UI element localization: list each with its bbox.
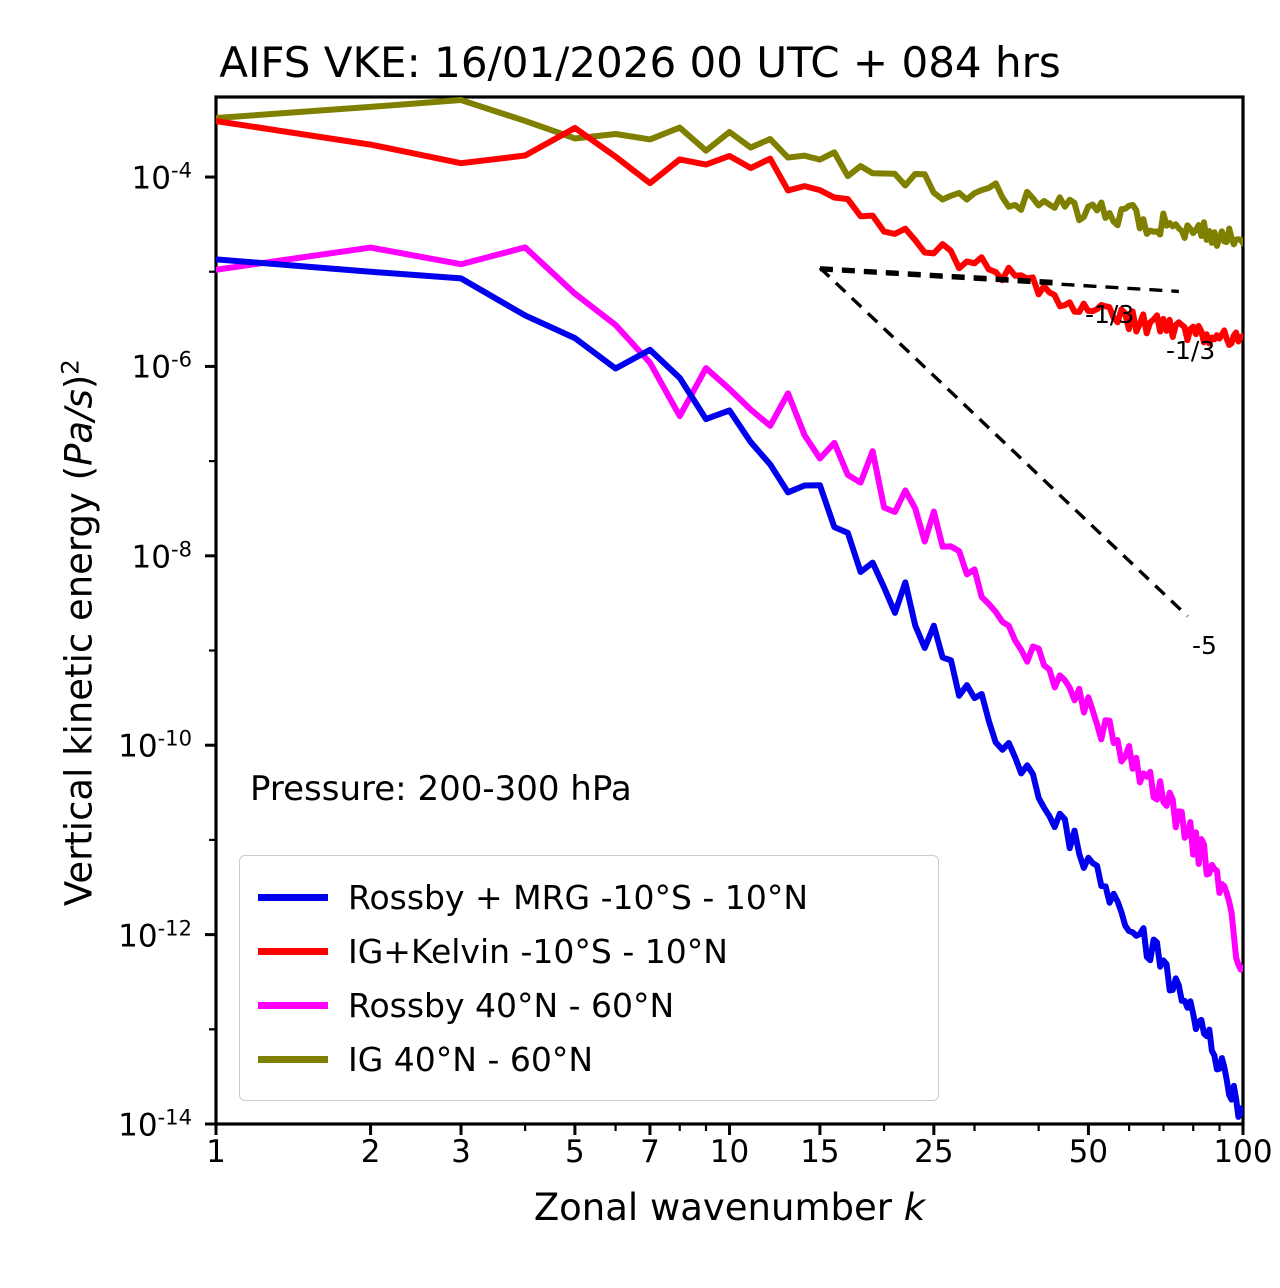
- x-tick-label: 50: [1068, 1134, 1109, 1170]
- slope-label-minus-five: -5: [1192, 631, 1217, 660]
- pressure-annotation: Pressure: 200-300 hPa: [250, 769, 632, 809]
- legend-color-swatch: [258, 893, 328, 901]
- chart-title: AIFS VKE: 16/01/2026 00 UTC + 084 hrs: [219, 38, 1061, 87]
- legend-item[interactable]: Rossby + MRG -10°S - 10°N: [258, 870, 918, 924]
- x-tick-label: 100: [1213, 1134, 1273, 1170]
- x-tick-label: 7: [640, 1134, 660, 1170]
- legend-item-label: IG+Kelvin -10°S - 10°N: [348, 931, 728, 971]
- legend-color-swatch: [258, 1001, 328, 1009]
- reference-slope-line: [819, 266, 1061, 284]
- y-tick-label: 10-6: [131, 346, 192, 387]
- y-tick-label: 10-14: [118, 1104, 192, 1144]
- x-tick-label: 15: [800, 1134, 840, 1170]
- legend-item-label: Rossby + MRG -10°S - 10°N: [348, 877, 809, 917]
- legend-color-swatch: [258, 1055, 328, 1063]
- series-line: [216, 244, 1243, 973]
- chart-legend: Rossby + MRG -10°S - 10°N IG+Kelvin -10°S…: [239, 855, 939, 1101]
- y-tick-label: 10-12: [118, 914, 192, 955]
- series-line: [216, 118, 1243, 348]
- legend-item[interactable]: IG+Kelvin -10°S - 10°N: [258, 924, 918, 978]
- legend-color-swatch: [258, 947, 328, 955]
- x-tick-label: 1: [206, 1134, 226, 1170]
- slope-label-lower-one-third: -1/3: [1166, 336, 1216, 365]
- y-tick-label: 10-8: [131, 536, 192, 576]
- x-tick-label: 2: [360, 1134, 381, 1170]
- reference-slope-line: [819, 268, 1179, 294]
- series-line: [216, 256, 1243, 1120]
- series-line: [216, 97, 1243, 249]
- y-tick-label: 10-4: [131, 157, 192, 197]
- x-tick-label: 3: [451, 1134, 471, 1170]
- x-tick-label: 5: [565, 1134, 585, 1170]
- x-tick-label: 10: [709, 1134, 750, 1170]
- y-tick-label: 10-10: [118, 725, 192, 765]
- slope-label-upper-one-third: -1/3: [1085, 300, 1135, 329]
- legend-item[interactable]: IG 40°N - 60°N: [258, 1032, 918, 1086]
- x-tick-label: 25: [914, 1134, 954, 1170]
- legend-item[interactable]: Rossby 40°N - 60°N: [258, 978, 918, 1032]
- x-axis-label: Zonal wavenumber k: [533, 1186, 926, 1229]
- legend-item-label: IG 40°N - 60°N: [348, 1039, 594, 1079]
- reference-slope-line: [818, 266, 1189, 618]
- legend-item-label: Rossby 40°N - 60°N: [348, 985, 675, 1025]
